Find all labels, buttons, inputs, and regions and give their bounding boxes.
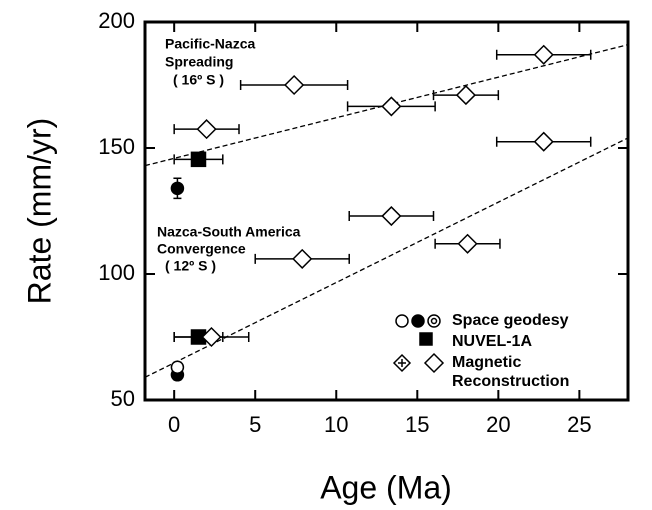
annotation: Convergence: [157, 241, 246, 257]
legend-label: Magnetic Reconstruction: [452, 354, 569, 390]
point: [292, 248, 313, 269]
y-tick-label: 50: [111, 386, 135, 411]
point: [533, 131, 554, 152]
x-axis-label: Age (Ma): [320, 469, 452, 505]
point: [170, 181, 185, 196]
annotation: Pacific-Nazca: [165, 36, 255, 52]
annotation: ( 16º S ): [173, 72, 224, 88]
x-tick-label: 25: [567, 412, 591, 437]
y-tick-label: 200: [98, 8, 135, 33]
x-tick-label: 0: [168, 412, 180, 437]
legend-label: NUVEL-1A: [452, 333, 532, 350]
point: [381, 96, 402, 117]
legend-label: Space geodesy: [452, 312, 569, 329]
point: [190, 151, 207, 168]
y-axis-label: Rate (mm/yr): [21, 118, 57, 305]
legend-symbols: [392, 314, 445, 374]
x-tick-label: 20: [486, 412, 510, 437]
x-tick-label: 5: [249, 412, 261, 437]
point: [201, 326, 222, 348]
plot-frame: [143, 20, 630, 402]
y-tick-label: 150: [98, 134, 135, 159]
annotation: Nazca-South America: [157, 224, 301, 240]
annotation: ( 12º S ): [165, 258, 216, 274]
annotation: Spreading: [165, 54, 233, 70]
x-tick-label: 15: [405, 412, 429, 437]
y-tick-label: 100: [98, 260, 135, 285]
trend-line: [144, 137, 629, 378]
point: [284, 74, 305, 96]
x-tick-label: 10: [324, 412, 348, 437]
point: [381, 205, 402, 227]
point: [196, 119, 217, 140]
point: [533, 44, 554, 65]
point: [455, 85, 476, 106]
point: [457, 233, 478, 254]
point: [170, 360, 185, 374]
